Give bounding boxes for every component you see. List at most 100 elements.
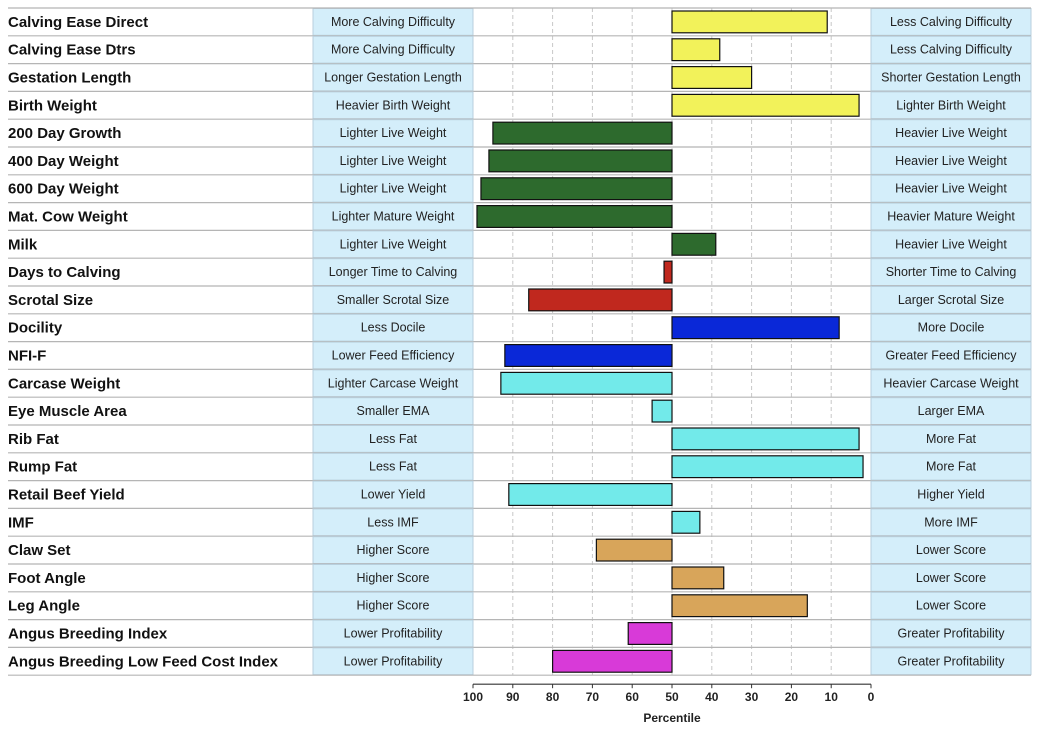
low-descriptor: Lighter Mature Weight [332,210,455,224]
trait-label: Calving Ease Direct [8,14,148,31]
low-label-box [312,8,474,36]
high-descriptor: More Docile [918,321,985,335]
x-tick-label: 90 [506,690,520,704]
high-descriptor: Higher Yield [917,488,984,502]
bar [671,427,860,451]
low-descriptor: More Calving Difficulty [331,43,456,57]
trait-label: Docility [8,320,63,337]
low-label-box [312,591,474,620]
low-label-box [312,508,474,537]
low-descriptor: Lighter Live Weight [340,237,447,251]
low-label-box [312,452,474,481]
rows-layer: Calving Ease Direct More Calving Difficul… [8,7,1032,676]
trait-label: Days to Calving [8,264,121,281]
high-label-box [870,591,1032,620]
x-tick-label: 0 [868,690,875,704]
high-descriptor: Less Calving Difficulty [890,15,1013,29]
low-descriptor: More Calving Difficulty [331,15,456,29]
x-tick-label: 20 [785,690,799,704]
low-label-box [312,286,474,314]
high-descriptor: Shorter Time to Calving [886,265,1017,279]
high-descriptor: Lighter Birth Weight [896,98,1006,112]
bar [671,232,717,256]
low-descriptor: Lower Yield [361,488,426,502]
low-descriptor: Smaller Scrotal Size [337,293,450,307]
low-descriptor: Lighter Live Weight [340,126,447,140]
bar [671,316,840,340]
low-label-box [312,91,474,120]
trait-label: Claw Set [8,542,71,559]
low-descriptor: Less Fat [369,432,417,446]
low-descriptor: Heavier Birth Weight [336,98,451,112]
low-label-box [312,230,474,259]
high-label-box [870,619,1032,648]
high-label-box [870,313,1032,342]
bar [627,621,673,645]
high-descriptor: More IMF [924,515,978,529]
low-label-box [312,369,474,398]
high-label-box [870,425,1032,453]
trait-label: Mat. Cow Weight [8,209,128,226]
bar [671,594,808,618]
low-label-box [312,35,474,64]
trait-label: Eye Muscle Area [8,403,127,420]
trait-label: IMF [8,514,34,531]
bar [595,538,673,562]
bar [671,65,753,89]
trait-label: Carcase Weight [8,375,120,392]
high-label-box [870,452,1032,481]
high-descriptor: Lower Score [916,543,986,557]
high-descriptor: More Fat [926,460,977,474]
high-descriptor: Greater Profitability [898,627,1006,641]
high-descriptor: Heavier Live Weight [895,126,1007,140]
high-descriptor: More Fat [926,432,977,446]
bar [508,483,673,507]
high-descriptor: Heavier Mature Weight [887,210,1015,224]
high-label-box [870,341,1032,370]
trait-label: Milk [8,236,38,253]
trait-label: Rib Fat [8,431,59,448]
low-descriptor: Lighter Live Weight [340,182,447,196]
trait-label: Gestation Length [8,70,131,87]
low-descriptor: Higher Score [357,543,430,557]
x-tick-label: 10 [825,690,839,704]
trait-label: Leg Angle [8,598,80,615]
high-label-box [870,174,1032,203]
trait-label: NFI-F [8,348,46,365]
x-tick-label: 80 [546,690,560,704]
x-axis-title: Percentile [643,711,701,725]
trait-label: Scrotal Size [8,292,93,309]
bar [671,566,725,590]
low-descriptor: Lighter Live Weight [340,154,447,168]
trait-label: 400 Day Weight [8,153,119,170]
low-descriptor: Higher Score [357,599,430,613]
high-label-box [870,202,1032,231]
low-descriptor: Lighter Carcase Weight [328,376,459,390]
trait-label: Retail Beef Yield [8,487,125,504]
high-label-box [870,119,1032,147]
trait-label: 200 Day Growth [8,125,121,142]
low-descriptor: Longer Gestation Length [324,71,462,85]
high-label-box [870,258,1032,287]
low-label-box [312,313,474,342]
low-descriptor: Lower Profitability [344,654,443,668]
bar [500,371,673,395]
high-descriptor: Larger Scrotal Size [898,293,1004,307]
bar [480,177,673,201]
low-label-box [312,147,474,175]
x-tick-label: 70 [586,690,600,704]
bar [671,510,701,534]
high-label-box [870,230,1032,259]
high-label-box [870,480,1032,509]
x-tick-label: 60 [626,690,640,704]
trait-label: Calving Ease Dtrs [8,42,136,59]
trait-label: Rump Fat [8,459,77,476]
bar [488,149,673,173]
high-descriptor: Heavier Live Weight [895,237,1007,251]
high-descriptor: Lower Score [916,599,986,613]
low-descriptor: Lower Feed Efficiency [332,349,455,363]
trait-label: Angus Breeding Index [8,626,168,643]
high-descriptor: Greater Profitability [898,654,1006,668]
low-label-box [312,63,474,92]
high-label-box [870,369,1032,398]
